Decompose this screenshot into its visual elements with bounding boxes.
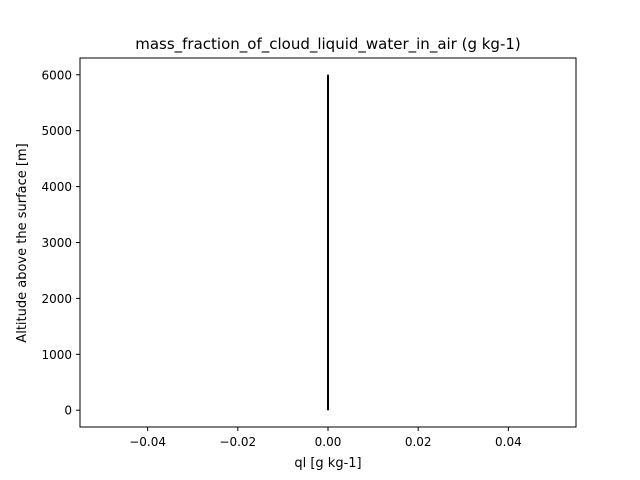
x-tick-label: 0.02 <box>405 435 432 449</box>
y-axis-label: Altitude above the surface [m] <box>15 143 30 342</box>
y-tick-label: 3000 <box>41 236 72 250</box>
y-tick-label: 0 <box>64 404 72 418</box>
y-tick-label: 4000 <box>41 180 72 194</box>
x-axis-ticks: −0.04 −0.02 0.00 0.02 0.04 <box>129 427 522 449</box>
chart-title: mass_fraction_of_cloud_liquid_water_in_a… <box>135 35 521 54</box>
y-tick-label: 1000 <box>41 348 72 362</box>
y-tick-label: 6000 <box>41 68 72 82</box>
x-tick-label: 0.00 <box>315 435 342 449</box>
y-tick-label: 2000 <box>41 292 72 306</box>
x-tick-label: −0.04 <box>129 435 166 449</box>
x-tick-label: 0.04 <box>495 435 522 449</box>
x-tick-label: −0.02 <box>219 435 256 449</box>
x-axis-label: ql [g kg-1] <box>294 456 361 471</box>
y-axis-ticks: 0 1000 2000 3000 4000 5000 6000 <box>41 68 80 418</box>
y-tick-label: 5000 <box>41 124 72 138</box>
